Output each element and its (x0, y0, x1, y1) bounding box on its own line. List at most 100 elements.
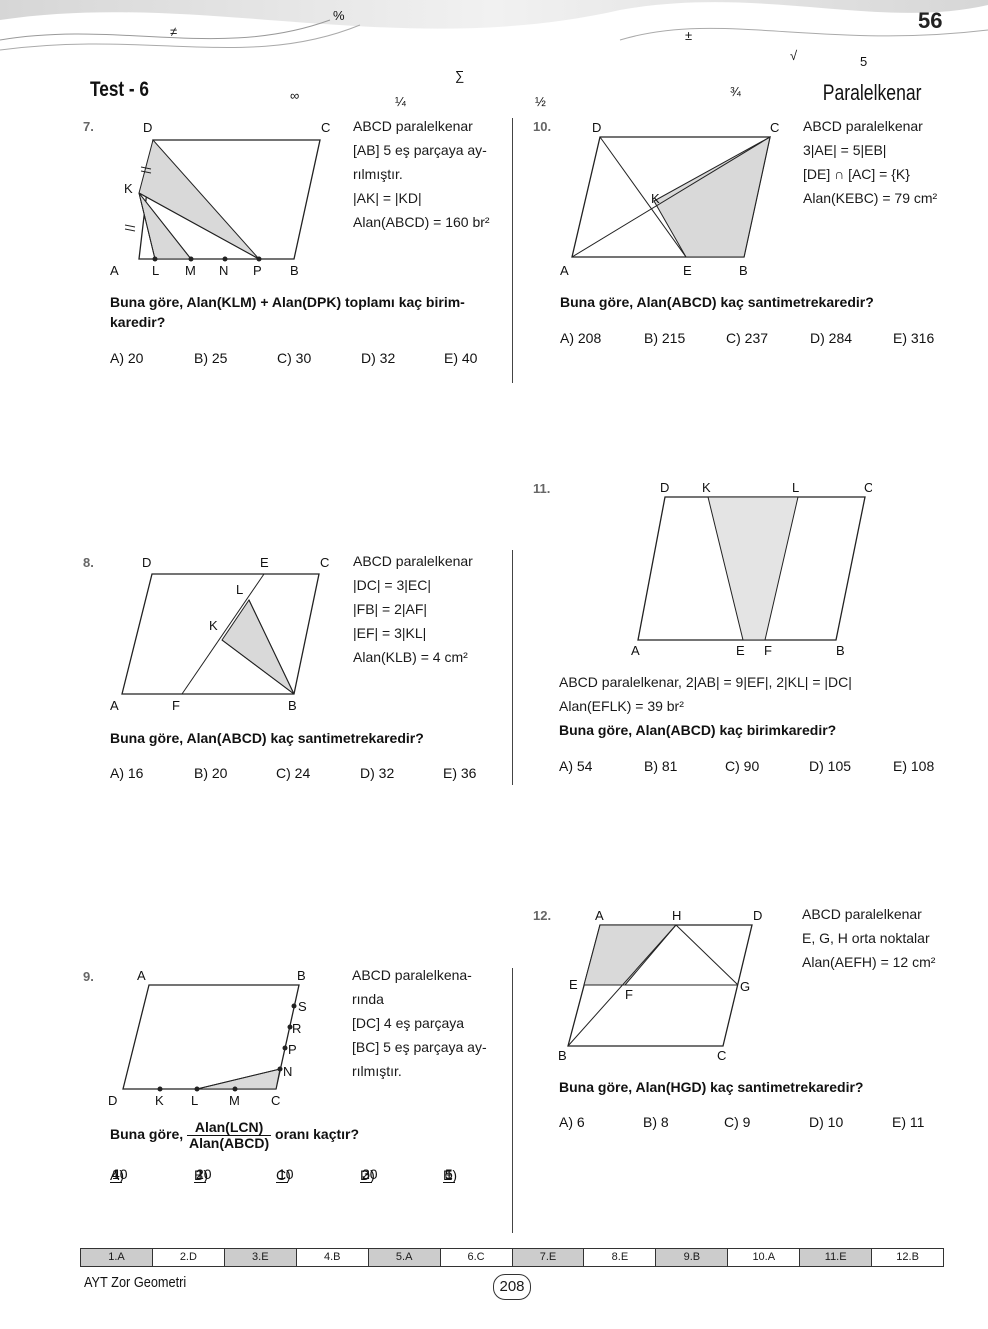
answer-8: 8.E (584, 1249, 657, 1266)
decor-symbol-5: ½ (535, 94, 546, 109)
choice-a[interactable]: A) 20 (110, 350, 144, 366)
decor-symbol-6: ¾ (730, 84, 741, 99)
label-f: F (172, 698, 180, 713)
label-e: E (736, 643, 745, 658)
label-a: A (110, 698, 119, 713)
choice-d[interactable]: D) 32 (360, 765, 395, 781)
question-12-given: ABCD paralelkenar E, G, H orta noktalar Al… (802, 906, 936, 970)
label-c: C (271, 1093, 280, 1108)
label-d: D (753, 908, 762, 923)
choice-c[interactable]: C) 30 (277, 350, 312, 366)
answer-9: 9.B (656, 1249, 729, 1266)
choice-c[interactable]: C) 9 (724, 1114, 751, 1130)
label-c: C (717, 1048, 726, 1063)
label-a: A (595, 908, 604, 923)
answer-7: 7.E (512, 1249, 585, 1266)
decor-symbol-3: ∞ (290, 88, 299, 103)
label-p: P (253, 263, 262, 278)
choice-b[interactable]: B) 8 (643, 1114, 669, 1130)
label-b: B (290, 263, 299, 278)
choice-c[interactable]: C) 90 (725, 758, 760, 774)
question-7-number: 7. (83, 119, 94, 134)
label-s: S (298, 999, 307, 1014)
choice-d[interactable]: D) 284 (810, 330, 853, 346)
label-d: D (660, 480, 669, 495)
label-b: B (836, 643, 845, 658)
label-c: C (770, 120, 779, 135)
label-c: C (864, 480, 872, 495)
label-m: M (229, 1093, 240, 1108)
column-divider (512, 118, 513, 383)
question-10-given: ABCD paralelkenar 3|AE| = 5|EB| [DE] ∩ [A… (803, 118, 938, 206)
question-8-choices: A) 16 B) 20 C) 24 D) 32 E) 36 (110, 765, 500, 785)
label-b: B (558, 1048, 567, 1063)
question-10-number: 10. (533, 119, 552, 134)
section-title: Paralelkenar (823, 80, 922, 105)
decor-symbol-0: ≠ (170, 24, 177, 39)
choice-e[interactable]: E) 11 (892, 1114, 925, 1130)
label-a: A (631, 643, 640, 658)
label-k: K (124, 181, 133, 196)
choice-d[interactable]: D) 105 (809, 758, 852, 774)
answer-11: 11.E (800, 1249, 873, 1266)
decor-symbol-9: % (333, 8, 345, 23)
choice-e[interactable]: E) 108 (893, 758, 935, 774)
label-b: B (297, 968, 306, 983)
choice-e[interactable]: E) 316 (893, 330, 935, 346)
choice-a[interactable]: A) 16 (110, 765, 144, 781)
label-c: C (320, 555, 329, 570)
choice-b[interactable]: B) 81 (644, 758, 678, 774)
question-10-figure: D C K A E B (560, 120, 779, 278)
choice-d[interactable]: D) 10 (809, 1114, 844, 1130)
question-9-given: ABCD paralelkena-rında [DC] 4 eş parçaya … (352, 967, 487, 1079)
label-f: F (625, 987, 633, 1002)
label-k: K (155, 1093, 164, 1108)
label-a: A (110, 263, 119, 278)
choice-e[interactable]: E) 40 (444, 350, 478, 366)
label-l: L (152, 263, 159, 278)
question-12-number: 12. (533, 908, 552, 923)
choice-c[interactable]: C) 237 (726, 330, 769, 346)
label-k: K (651, 191, 660, 206)
label-e: E (683, 263, 692, 278)
label-k: K (209, 618, 218, 633)
choice-c[interactable]: C) 24 (276, 765, 311, 781)
question-7-choices: A) 20 B) 25 C) 30 D) 32 E) 40 (110, 350, 500, 370)
label-m: M (185, 263, 196, 278)
label-l: L (191, 1093, 198, 1108)
label-d: D (108, 1093, 117, 1108)
decor-symbol-1: ∑ (455, 68, 464, 83)
label-l: L (236, 582, 243, 597)
question-10-choices: A) 208 B) 215 C) 237 D) 284 E) 316 (560, 330, 950, 350)
page-number: 56 (918, 8, 943, 33)
question-7-given: ABCD paralelkenar [AB] 5 eş parçaya ay-rı… (353, 118, 490, 230)
column-divider (512, 550, 513, 785)
label-a: A (560, 263, 569, 278)
choice-a[interactable]: A) 6 (559, 1114, 585, 1130)
label-d: D (143, 120, 152, 135)
question-8-given: ABCD paralelkenar |DC| = 3|EC| |FB| = 2|AF… (353, 553, 473, 665)
choice-e[interactable]: E) 36 (443, 765, 477, 781)
choice-b[interactable]: B) 25 (194, 350, 228, 366)
answer-6: 6.C (441, 1249, 513, 1266)
label-l: L (792, 480, 799, 495)
question-12-choices: A) 6 B) 8 C) 9 D) 10 E) 11 (559, 1114, 949, 1134)
answer-4: 4.B (297, 1249, 369, 1266)
label-a: A (137, 968, 146, 983)
question-11-figure: D K L C A E F B (631, 480, 872, 658)
label-d: D (592, 120, 601, 135)
question-8-number: 8. (83, 555, 94, 570)
label-c: C (321, 120, 330, 135)
question-9-figure: A B S R P N D K L M C (108, 968, 307, 1108)
question-12-figure: A H D E F G B C (558, 908, 762, 1063)
question-8-text: Buna göre, Alan(ABCD) kaç santimetrekare… (110, 730, 424, 746)
choice-a[interactable]: A) 208 (560, 330, 602, 346)
choice-b[interactable]: B) 215 (644, 330, 686, 346)
label-p: P (288, 1042, 297, 1057)
choice-b[interactable]: B) 20 (194, 765, 228, 781)
answer-2: 2.D (153, 1249, 225, 1266)
choice-a[interactable]: A) 54 (559, 758, 593, 774)
choice-d[interactable]: D) 32 (361, 350, 396, 366)
question-11-choices: A) 54 B) 81 C) 90 D) 105 E) 108 (559, 758, 949, 778)
